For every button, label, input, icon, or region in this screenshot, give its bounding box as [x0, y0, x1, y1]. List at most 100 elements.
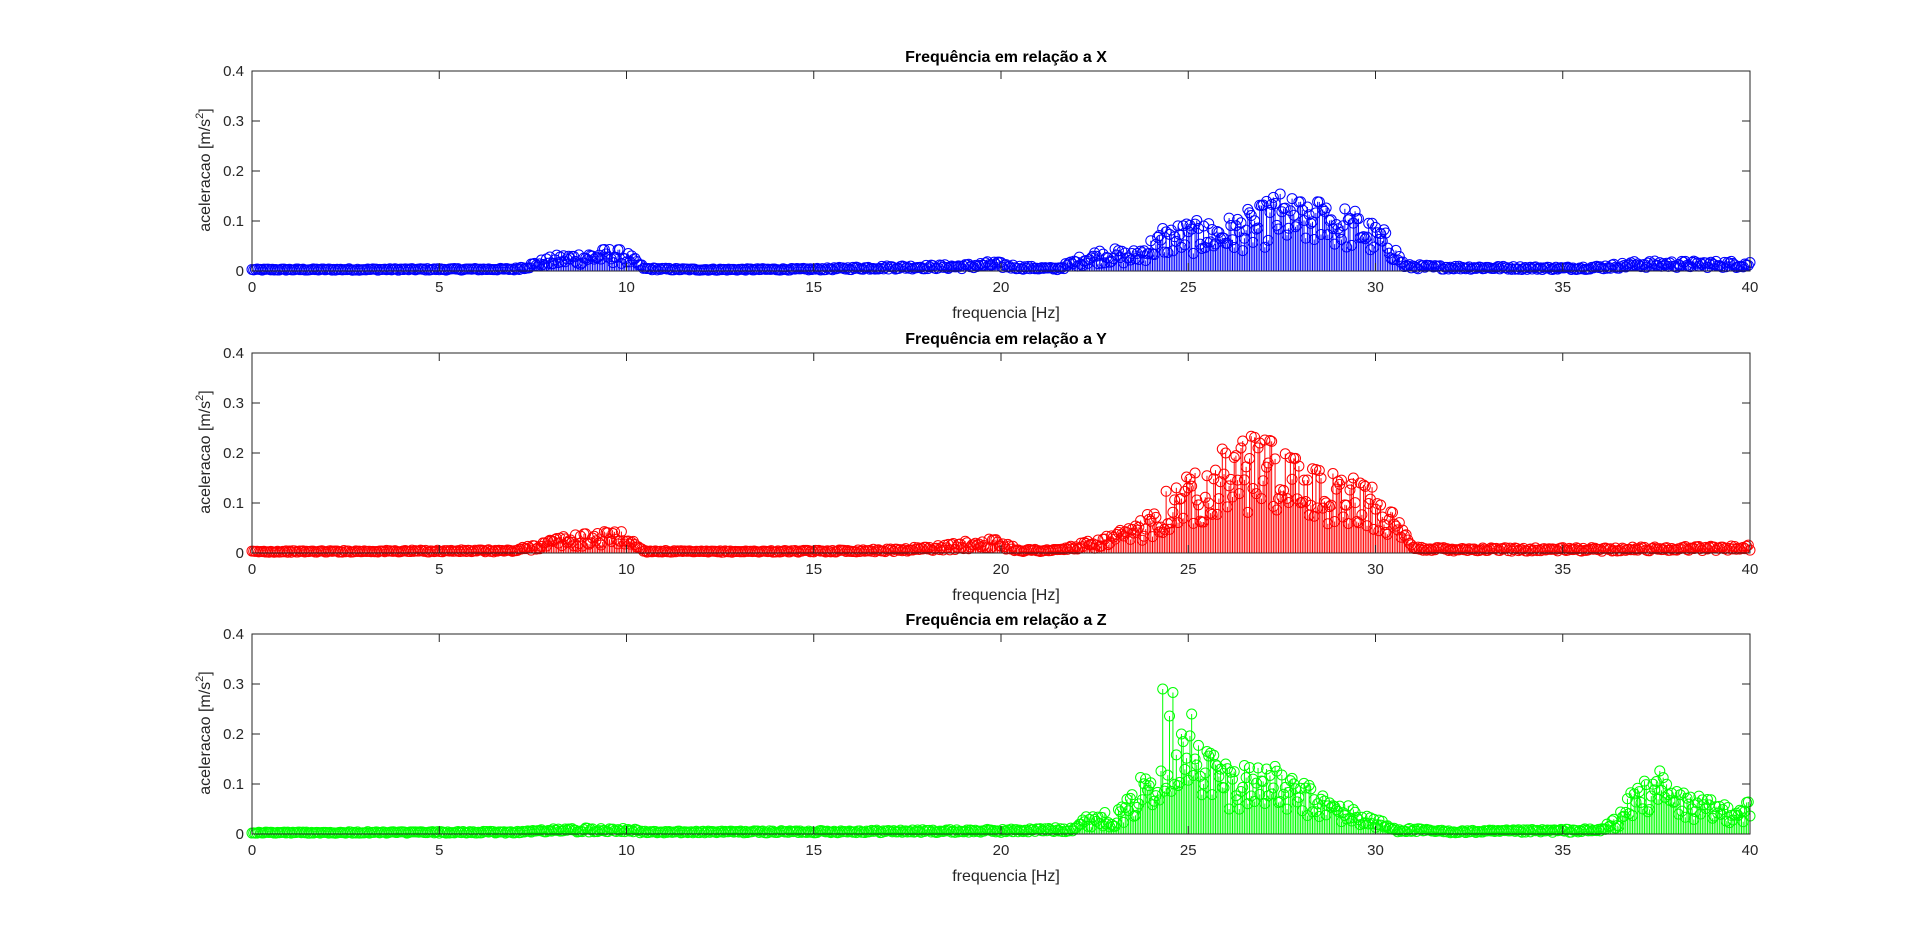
stem-marker [951, 541, 963, 553]
stem-marker [1141, 784, 1153, 796]
stem-marker [1274, 188, 1286, 200]
stem-marker [1363, 217, 1375, 229]
stem-marker [1112, 245, 1124, 257]
stem-marker [1184, 730, 1196, 742]
stem-marker [1186, 480, 1198, 492]
stem-marker [1286, 772, 1298, 784]
stem-marker [1313, 465, 1325, 476]
stem-marker [1084, 813, 1096, 825]
stem-marker [961, 537, 973, 549]
stem-marker [1182, 226, 1194, 238]
stem-marker [1201, 470, 1213, 482]
stem-marker [551, 532, 563, 544]
stem-marker [1388, 822, 1400, 834]
stem-marker [1221, 763, 1233, 775]
stem-marker [1358, 479, 1370, 491]
stem-marker [1167, 687, 1179, 698]
x-tick-label: 10 [618, 561, 635, 578]
stem-marker [1291, 796, 1303, 808]
stem-marker [1495, 261, 1507, 273]
stem-marker [1657, 258, 1669, 270]
stem-marker [1335, 474, 1347, 486]
stem-marker [1211, 760, 1223, 772]
y-axis-label: aceleracao [m/s2] [194, 108, 214, 232]
stem-marker [1298, 474, 1310, 486]
x-tick-label: 40 [1742, 561, 1759, 578]
stem-marker [1213, 771, 1225, 783]
stem-marker [1206, 508, 1218, 520]
stem-marker [1157, 223, 1169, 234]
stem-marker [1334, 800, 1346, 812]
stem-marker [1742, 539, 1754, 551]
stem-marker [985, 824, 997, 836]
stem-marker [1305, 783, 1317, 795]
stem-marker [1381, 242, 1393, 254]
stem-marker [1366, 217, 1378, 229]
stem-marker [1164, 710, 1176, 722]
chart-title: Frequência em relação a Z [906, 612, 1107, 629]
x-tick-label: 35 [1554, 279, 1571, 296]
stem-marker [1208, 473, 1220, 485]
stem-marker [1252, 442, 1264, 454]
stem-marker [1235, 217, 1247, 229]
stem-marker [1238, 759, 1250, 771]
subplot-z: Frequência em relação a Z frequencia [Hz… [194, 612, 1758, 885]
stem-marker [1228, 766, 1240, 778]
stem-marker [924, 541, 936, 553]
stem-marker [1344, 484, 1356, 496]
stem-marker [1284, 775, 1296, 787]
stem-marker [1189, 753, 1201, 765]
x-tick-label: 10 [618, 279, 635, 296]
x-tick-label: 40 [1742, 279, 1759, 296]
y-tick-label: 0.4 [223, 345, 244, 362]
stem-marker [1741, 540, 1753, 552]
stem-marker [1301, 201, 1313, 213]
stem-marker [1703, 258, 1715, 270]
stem-marker [1199, 491, 1211, 503]
stem-marker [1295, 196, 1307, 208]
stem-marker [1267, 191, 1279, 203]
stem-marker [1049, 822, 1061, 834]
stem-marker [1267, 782, 1279, 794]
stem-marker [1289, 452, 1301, 464]
x-tick-label: 15 [805, 561, 822, 578]
stem-marker [1335, 234, 1347, 246]
stem-marker [1065, 540, 1077, 552]
stem-marker [1203, 218, 1215, 230]
stem-marker [1155, 765, 1167, 777]
stem-marker [1642, 257, 1654, 269]
axis-ticks: 0 5 10 15 20 25 30 35 40 0 0.1 0.2 0.3 0.4 [223, 345, 1758, 578]
stem-marker [1349, 205, 1361, 217]
stem-marker [1742, 259, 1754, 271]
axes-box [251, 70, 1751, 272]
x-tick-label: 5 [435, 561, 443, 578]
y-axis-label-close: ] [197, 108, 214, 112]
stem-marker [1232, 213, 1244, 225]
stem-marker [1368, 813, 1380, 825]
stem-marker [1358, 818, 1370, 830]
y-axis-label-close: ] [197, 671, 214, 675]
stem-marker [939, 259, 951, 271]
stem-marker [1094, 245, 1106, 257]
subplot-x: Frequência em relação a X frequencia [Hz… [194, 49, 1758, 322]
stem-marker [1220, 758, 1232, 770]
stem-marker [1240, 772, 1252, 784]
stem-marker [1216, 443, 1228, 455]
y-axis-label: aceleracao [m/s2] [194, 390, 214, 514]
stem-marker [1375, 499, 1387, 511]
x-tick-label: 0 [248, 561, 256, 578]
y-axis-label-exponent: 2 [194, 113, 206, 119]
stem-marker [1279, 202, 1291, 214]
stem-marker [1330, 804, 1342, 816]
y-tick-label: 0.4 [223, 63, 244, 80]
stem-marker [1315, 472, 1327, 484]
stem-marker [1264, 435, 1276, 446]
stem-marker [1138, 778, 1150, 790]
stem-marker [1298, 777, 1310, 789]
stem-marker [1286, 473, 1298, 485]
stem-marker [1327, 468, 1339, 480]
stem-marker [1393, 517, 1405, 529]
stem-marker [1254, 788, 1266, 800]
stem-marker [1317, 790, 1329, 802]
stem-marker [1225, 219, 1237, 231]
